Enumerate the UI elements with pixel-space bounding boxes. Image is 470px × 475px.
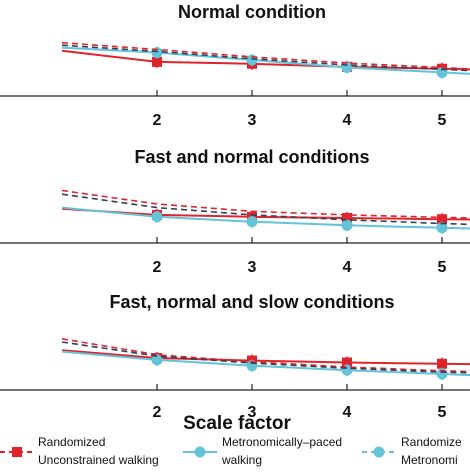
legend-label: Unconstrained walking — [38, 453, 159, 467]
panel-title: Fast, normal and slow conditions — [109, 292, 394, 312]
series-line — [61, 41, 470, 70]
legend-label: Metronomically–paced — [222, 435, 342, 449]
data-point-square — [152, 56, 162, 67]
panel-3: Fast, normal and slow conditions23456Sca… — [0, 292, 470, 434]
series-line — [61, 341, 470, 374]
x-tick-label: 3 — [248, 259, 257, 276]
legend-marker-circle — [373, 446, 385, 458]
legend-label: walking — [221, 453, 262, 467]
series-line — [61, 193, 470, 226]
x-tick-label: 3 — [248, 112, 257, 129]
data-point-square — [437, 214, 447, 225]
data-point-square — [342, 357, 352, 368]
panel-2: Fast and normal conditions23456 — [0, 147, 470, 276]
panel-1: Normal condition23456 — [0, 2, 470, 129]
legend-label: Randomize — [401, 435, 462, 449]
data-point-square — [342, 212, 352, 223]
data-point-circle — [436, 222, 448, 234]
x-tick-label: 4 — [343, 112, 352, 129]
x-axis-title: Scale factor — [183, 413, 291, 434]
data-point-square — [437, 358, 447, 369]
x-tick-label: 5 — [438, 112, 447, 129]
data-point-circle — [151, 211, 163, 223]
series-line — [61, 189, 470, 219]
x-tick-label: 2 — [153, 259, 162, 276]
panel-title: Normal condition — [178, 2, 326, 22]
series-line — [61, 46, 470, 75]
x-tick-label: 5 — [438, 259, 447, 276]
x-tick-label: 2 — [153, 112, 162, 129]
x-tick-label: 3 — [248, 404, 257, 421]
legend: Randomized Unconstrained walking Metronomi… — [0, 435, 462, 467]
legend-label: Randomized — [38, 435, 105, 449]
x-tick-label: 2 — [153, 404, 162, 421]
x-tick-label: 5 — [438, 404, 447, 421]
legend-marker-circle — [194, 446, 206, 458]
x-tick-label: 4 — [343, 259, 352, 276]
legend-label: Metronomi — [401, 453, 458, 467]
data-point-circle — [341, 219, 353, 231]
data-point-circle — [151, 354, 163, 366]
legend-marker-square — [12, 447, 22, 457]
series-line — [61, 207, 470, 221]
series-line — [61, 44, 470, 72]
data-point-circle — [246, 216, 258, 228]
panel-title: Fast and normal conditions — [134, 147, 369, 167]
x-tick-label: 4 — [343, 404, 352, 421]
